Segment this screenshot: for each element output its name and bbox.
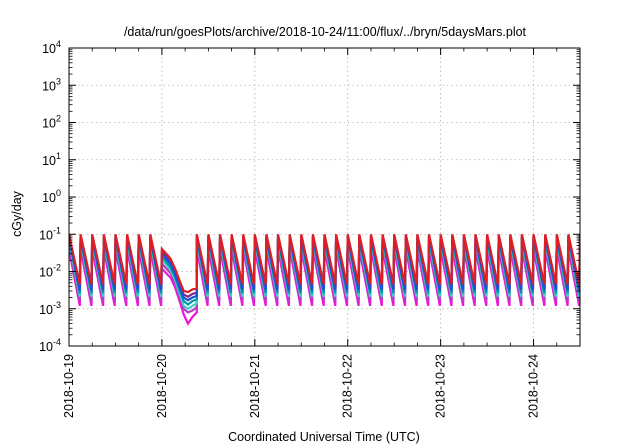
y-tick-label: 10-2: [39, 263, 61, 280]
x-tick-label: 2018-10-21: [248, 354, 262, 418]
x-axis-label: Coordinated Universal Time (UTC): [228, 430, 420, 444]
y-tick-label: 10-4: [39, 337, 61, 354]
series-group: [69, 234, 580, 326]
y-tick-label: 100: [42, 188, 61, 205]
x-tick-label: 2018-10-20: [155, 354, 169, 418]
y-tick-label: 10-3: [39, 300, 61, 317]
series-line-1: [69, 234, 580, 294]
y-tick-label: 102: [42, 114, 61, 131]
x-tick-label: 2018-10-22: [341, 354, 355, 418]
y-axis-label: cGy/day: [10, 190, 24, 237]
y-axis: 10-4 10-3 10-2 10-1 100 101 102 103 104: [39, 39, 580, 354]
y-tick-label: 103: [42, 76, 61, 93]
y-tick-label: 10-1: [39, 225, 61, 242]
x-axis: 2018-10-19 2018-10-20 2018-10-21 2018-10-22…: [62, 48, 581, 418]
chart-title: /data/run/goesPlots/archive/2018-10-24/1…: [124, 25, 527, 39]
y-tick-label: 101: [42, 151, 61, 168]
x-tick-label: 2018-10-19: [62, 354, 76, 418]
x-tick-label: 2018-10-24: [527, 354, 541, 418]
x-tick-label: 2018-10-23: [434, 354, 448, 418]
y-tick-label: 104: [42, 39, 61, 56]
